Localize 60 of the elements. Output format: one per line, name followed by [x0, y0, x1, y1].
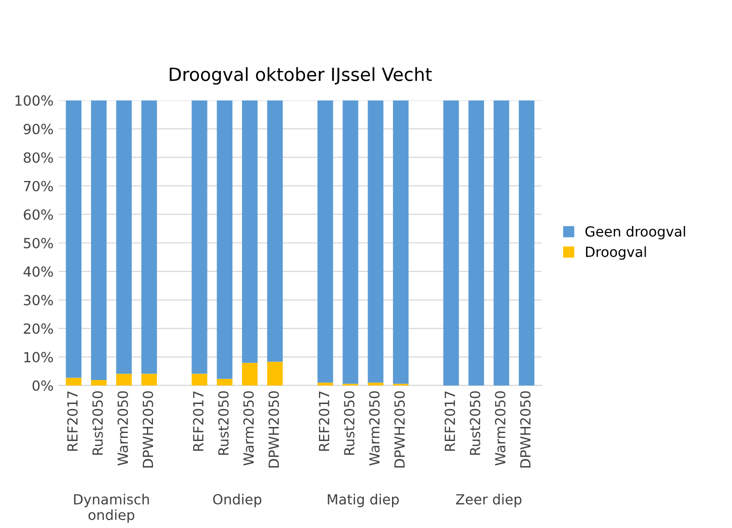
bar: [192, 374, 208, 386]
y-tick-label: 20%: [24, 323, 53, 334]
x-tick-label: Warm2050: [494, 391, 506, 466]
x-tick-label: Rust2050: [92, 391, 103, 455]
bar: [518, 100, 534, 386]
bar: [141, 374, 157, 386]
bar: [141, 100, 157, 374]
x-tick-label: DPWH2050: [268, 391, 279, 468]
y-tick-label: 100%: [16, 95, 53, 106]
bar: [392, 100, 409, 384]
bar: [91, 380, 107, 386]
text: Matig diep: [328, 494, 399, 508]
y-tick-label: 80%: [24, 152, 53, 163]
bar: [342, 100, 358, 384]
y-tick-label: 40%: [24, 266, 53, 277]
y-tick-label: 0%: [32, 380, 53, 391]
x-tick-label: Rust2050: [470, 391, 480, 455]
text: Dynamisch ondiep: [74, 494, 149, 523]
y-tick-label: 30%: [24, 294, 53, 306]
x-tick-label: REF2017: [67, 391, 78, 451]
x-tick-label: Warm2050: [243, 391, 254, 466]
bar: [66, 100, 82, 378]
text: Ondiep: [213, 494, 262, 508]
y-tick-label: 70%: [24, 180, 53, 192]
bar: [242, 100, 258, 363]
x-tick-label: REF2017: [318, 391, 330, 451]
y-tick-label: 60%: [24, 209, 53, 220]
legend-label: Geen droogval: [585, 226, 686, 240]
bar: [242, 362, 258, 386]
bar: [66, 378, 82, 386]
bar: [91, 100, 107, 380]
x-tick-label: Warm2050: [369, 391, 380, 466]
bar: [317, 382, 334, 386]
bar: [494, 100, 510, 386]
bar: [368, 382, 384, 386]
bar: [443, 100, 459, 386]
bar: [317, 100, 334, 383]
text: Zeer diep: [456, 494, 522, 508]
y-tick-label: 10%: [24, 352, 53, 362]
bar: [267, 100, 283, 362]
y-tick-label: 90%: [24, 124, 53, 134]
x-tick-label: Rust2050: [218, 391, 229, 455]
bar: [116, 374, 132, 386]
x-tick-label: Warm2050: [118, 391, 128, 466]
bar: [368, 100, 384, 383]
bar: [267, 362, 283, 386]
bar: [116, 100, 132, 374]
chart-title: Droogval oktober IJssel Vecht: [170, 67, 432, 85]
x-tick-label: Rust2050: [344, 391, 354, 455]
y-tick-label: 50%: [24, 238, 53, 248]
x-tick-label: DPWH2050: [142, 391, 154, 468]
bar: [192, 100, 208, 374]
bar: [468, 100, 484, 386]
x-tick-label: REF2017: [192, 391, 204, 451]
bar: [216, 378, 232, 386]
x-tick-label: DPWH2050: [394, 391, 405, 468]
x-tick-label: REF2017: [444, 391, 456, 451]
x-tick-label: DPWH2050: [520, 391, 531, 468]
bar: [216, 100, 232, 379]
legend-label: Droogval: [586, 246, 646, 260]
